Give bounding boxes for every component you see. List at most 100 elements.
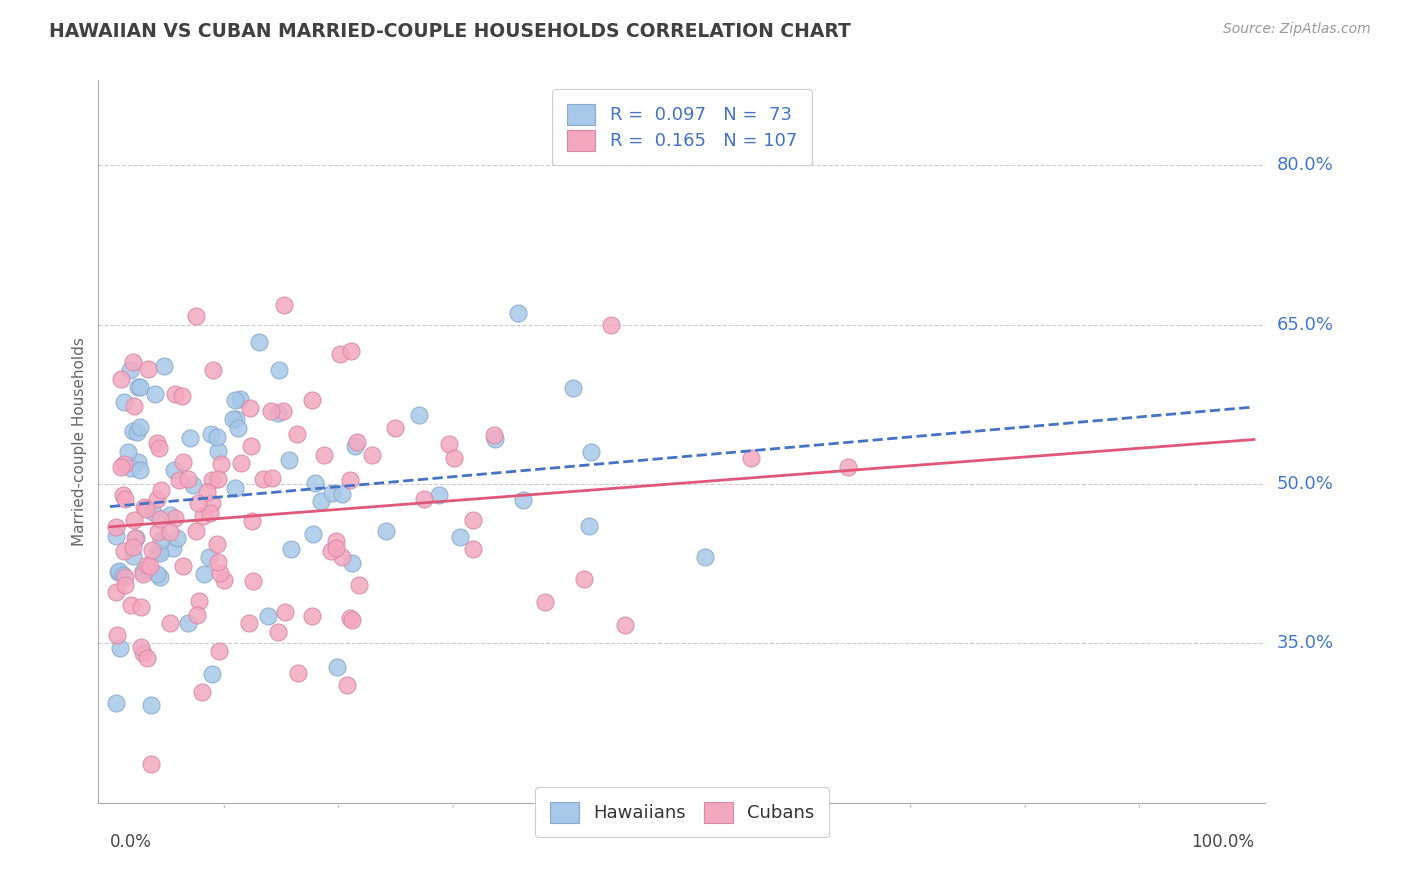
Point	[740, 450, 762, 465]
Point	[139, 698, 162, 713]
Point	[252, 472, 274, 486]
Point	[301, 392, 323, 407]
Point	[159, 615, 181, 630]
Point	[135, 502, 157, 516]
Point	[267, 406, 290, 420]
Point	[159, 508, 181, 523]
Point	[136, 361, 159, 376]
Point	[224, 481, 246, 495]
Point	[285, 426, 308, 441]
Point	[114, 491, 136, 506]
Point	[304, 476, 326, 491]
Point	[124, 531, 146, 545]
Point	[172, 559, 194, 574]
Point	[339, 344, 361, 359]
Point	[149, 570, 172, 584]
Point	[193, 566, 215, 581]
Point	[112, 488, 135, 502]
Point	[167, 473, 190, 487]
Point	[135, 650, 157, 665]
Point	[207, 555, 229, 569]
Point	[162, 541, 184, 556]
Point	[271, 404, 294, 418]
Point	[340, 613, 363, 627]
Point	[141, 542, 163, 557]
Text: HAWAIIAN VS CUBAN MARRIED-COUPLE HOUSEHOLDS CORRELATION CHART: HAWAIIAN VS CUBAN MARRIED-COUPLE HOUSEHO…	[49, 22, 851, 41]
Point	[229, 457, 252, 471]
Point	[139, 558, 162, 573]
Text: 65.0%: 65.0%	[1277, 316, 1333, 334]
Point	[344, 439, 367, 453]
Point	[105, 628, 128, 642]
Text: 0.0%: 0.0%	[110, 833, 152, 851]
Point	[105, 519, 128, 533]
Point	[508, 306, 530, 320]
Point	[207, 472, 229, 486]
Point	[309, 493, 332, 508]
Point	[209, 457, 232, 471]
Point	[134, 500, 156, 514]
Point	[207, 430, 229, 444]
Point	[104, 585, 127, 599]
Point	[120, 362, 142, 376]
Y-axis label: Married-couple Households: Married-couple Households	[72, 337, 87, 546]
Text: 80.0%: 80.0%	[1277, 156, 1333, 174]
Point	[346, 434, 368, 449]
Legend: Hawaiians, Cubans: Hawaiians, Cubans	[536, 788, 828, 837]
Point	[149, 512, 172, 526]
Point	[191, 685, 214, 699]
Point	[150, 533, 173, 547]
Point	[129, 463, 152, 477]
Point	[408, 408, 430, 422]
Point	[321, 486, 343, 500]
Point	[111, 568, 134, 582]
Point	[110, 372, 132, 386]
Point	[301, 609, 323, 624]
Point	[110, 640, 132, 655]
Point	[146, 491, 169, 506]
Point	[163, 387, 186, 401]
Point	[484, 433, 506, 447]
Point	[110, 460, 132, 475]
Point	[149, 546, 172, 560]
Point	[209, 566, 232, 580]
Point	[129, 419, 152, 434]
Text: 50.0%: 50.0%	[1277, 475, 1333, 493]
Point	[260, 404, 283, 418]
Point	[267, 363, 290, 377]
Point	[239, 439, 262, 453]
Point	[153, 359, 176, 373]
Point	[222, 412, 245, 426]
Point	[128, 380, 150, 394]
Point	[325, 659, 347, 673]
Point	[105, 696, 128, 710]
Point	[247, 334, 270, 349]
Point	[239, 401, 262, 415]
Point	[122, 399, 145, 413]
Point	[122, 425, 145, 439]
Point	[121, 355, 143, 369]
Point	[329, 346, 352, 360]
Point	[242, 574, 264, 589]
Point	[142, 505, 165, 519]
Point	[238, 615, 260, 630]
Point	[201, 363, 224, 377]
Point	[837, 460, 859, 475]
Point	[131, 567, 153, 582]
Point	[107, 565, 129, 579]
Point	[148, 441, 170, 455]
Point	[166, 532, 188, 546]
Point	[177, 472, 200, 486]
Point	[693, 549, 716, 564]
Point	[135, 558, 157, 573]
Point	[512, 492, 534, 507]
Point	[461, 541, 484, 556]
Point	[122, 540, 145, 554]
Point	[340, 556, 363, 570]
Point	[120, 598, 142, 612]
Point	[274, 605, 297, 619]
Point	[146, 436, 169, 450]
Point	[579, 445, 602, 459]
Point	[112, 457, 135, 471]
Point	[375, 524, 398, 538]
